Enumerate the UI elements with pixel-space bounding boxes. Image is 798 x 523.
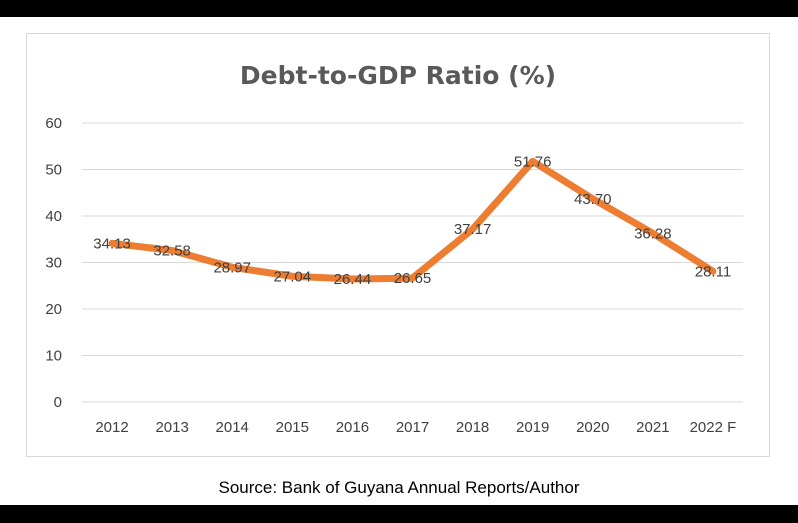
top-black-border: [0, 0, 798, 17]
y-tick-label: 10: [45, 348, 62, 365]
y-tick-label: 30: [45, 255, 62, 272]
x-tick-label: 2016: [336, 419, 369, 436]
source-caption: Source: Bank of Guyana Annual Reports/Au…: [218, 478, 580, 497]
x-tick-label: 2020: [576, 419, 609, 436]
data-point: [171, 250, 173, 252]
chart-frame: Debt-to-GDP Ratio (%) 0 10 20 30 40 50 60 2012…: [26, 33, 770, 457]
y-tick-label: 40: [45, 208, 62, 225]
data-point: [111, 242, 113, 244]
data-label: 34.13: [93, 235, 131, 252]
y-tick-label: 60: [45, 115, 62, 132]
x-tick-label: 2019: [516, 419, 549, 436]
y-tick-label: 20: [45, 301, 62, 318]
data-labels: 34.13 32.58 28.97 27.04 26.44 26.65 37.17 51.76…: [93, 153, 731, 288]
y-tick-label: 0: [54, 394, 62, 411]
x-tick-label: 2014: [216, 419, 249, 436]
data-point: [472, 228, 474, 230]
data-label: 26.44: [334, 271, 372, 288]
data-point: [351, 278, 353, 280]
data-label: 51.76: [514, 153, 552, 170]
x-tick-label: 2012: [95, 419, 128, 436]
data-point: [231, 266, 233, 268]
data-label: 27.04: [274, 268, 312, 285]
gridlines: [82, 122, 743, 403]
x-tick-label: 2018: [456, 419, 489, 436]
y-tick-label: 50: [45, 162, 62, 179]
series-line-group: [108, 157, 717, 283]
data-point: [712, 270, 714, 272]
bottom-black-border: [0, 505, 798, 523]
data-point: [652, 232, 654, 234]
data-point: [592, 198, 594, 200]
series-line: [108, 157, 717, 283]
data-label: 28.97: [213, 259, 251, 276]
chart-title: Debt-to-GDP Ratio (%): [240, 61, 556, 90]
data-point: [532, 160, 534, 162]
data-point: [291, 275, 293, 277]
data-label: 32.58: [153, 243, 191, 260]
x-tick-label: 2015: [276, 419, 309, 436]
x-tick-label: 2022 F: [690, 419, 737, 436]
data-label: 26.65: [394, 270, 432, 287]
data-label: 28.11: [695, 263, 731, 280]
line-chart: Debt-to-GDP Ratio (%) 0 10 20 30 40 50 60 2012…: [45, 61, 743, 436]
data-label: 37.17: [454, 221, 492, 238]
x-tick-label: 2017: [396, 419, 429, 436]
x-axis-tick-labels: 2012 2013 2014 2015 2016 2017 2018 2019 2020 2021…: [95, 419, 736, 436]
data-label: 43.70: [574, 191, 612, 208]
y-axis-tick-labels: 0 10 20 30 40 50 60: [45, 115, 62, 411]
data-label: 36.28: [634, 225, 672, 242]
x-tick-label: 2021: [636, 419, 669, 436]
data-point: [412, 277, 413, 279]
x-tick-label: 2013: [155, 419, 188, 436]
